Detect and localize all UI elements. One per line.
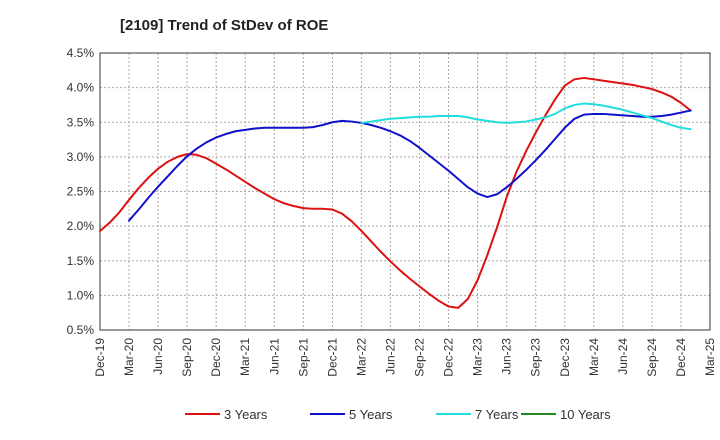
legend-item: 5 Years bbox=[310, 407, 393, 422]
legend-item: 10 Years bbox=[521, 407, 611, 422]
x-tick-label: Jun-21 bbox=[267, 338, 281, 375]
y-tick-label: 3.5% bbox=[67, 115, 95, 129]
x-tick-label: Mar-20 bbox=[122, 338, 136, 376]
y-tick-label: 0.5% bbox=[67, 323, 95, 337]
x-tick-label: Sep-20 bbox=[180, 338, 194, 377]
x-tick-label: Sep-22 bbox=[413, 338, 427, 377]
grid-lines bbox=[100, 53, 710, 330]
plot-area bbox=[99, 52, 711, 331]
x-tick-label: Dec-19 bbox=[93, 338, 107, 377]
y-tick-label: 2.5% bbox=[67, 185, 95, 199]
x-tick-label: Mar-23 bbox=[471, 338, 485, 376]
legend: 3 Years 5 Years 7 Years 10 Years bbox=[185, 407, 611, 422]
legend-item: 3 Years bbox=[185, 407, 268, 422]
legend-label: 5 Years bbox=[349, 407, 393, 422]
y-tick-label: 1.5% bbox=[67, 254, 95, 268]
series-line-0 bbox=[99, 76, 692, 309]
x-tick-label: Jun-23 bbox=[500, 338, 514, 375]
legend-label: 7 Years bbox=[475, 407, 519, 422]
x-tick-label: Mar-21 bbox=[238, 338, 252, 376]
y-tick-label: 3.0% bbox=[67, 150, 95, 164]
x-axis: Dec-19 Mar-20 Jun-20 Sep-20 Dec-20 Mar-21 Jun-… bbox=[93, 338, 717, 377]
x-tick-label: Dec-21 bbox=[325, 338, 339, 377]
series-line-2 bbox=[360, 102, 692, 131]
y-tick-label: 4.0% bbox=[67, 81, 95, 95]
y-axis: 0.5% 1.0% 1.5% 2.0% 2.5% 3.0% 3.5% 4.0% 4.5% bbox=[67, 46, 95, 337]
y-tick-label: 4.5% bbox=[67, 46, 95, 60]
x-tick-label: Sep-23 bbox=[529, 338, 543, 377]
legend-label: 10 Years bbox=[560, 407, 611, 422]
x-tick-label: Dec-22 bbox=[442, 338, 456, 377]
legend-label: 3 Years bbox=[224, 407, 268, 422]
x-tick-label: Sep-24 bbox=[645, 338, 659, 377]
x-tick-label: Sep-21 bbox=[296, 338, 310, 377]
x-tick-label: Dec-23 bbox=[558, 338, 572, 377]
x-tick-label: Dec-20 bbox=[209, 338, 223, 377]
x-tick-label: Jun-24 bbox=[616, 338, 630, 375]
x-tick-label: Jun-20 bbox=[151, 338, 165, 375]
x-tick-label: Dec-24 bbox=[674, 338, 688, 377]
legend-item: 7 Years bbox=[436, 407, 519, 422]
chart-title: [2109] Trend of StDev of ROE bbox=[120, 17, 328, 34]
x-tick-label: Mar-22 bbox=[354, 338, 368, 376]
y-tick-label: 2.0% bbox=[67, 219, 95, 233]
y-tick-label: 1.0% bbox=[67, 288, 95, 302]
series-line-1 bbox=[128, 109, 692, 222]
x-tick-label: Mar-25 bbox=[703, 338, 717, 376]
x-tick-label: Jun-22 bbox=[383, 338, 397, 375]
x-tick-label: Mar-24 bbox=[587, 338, 601, 376]
series-layer bbox=[99, 76, 692, 309]
